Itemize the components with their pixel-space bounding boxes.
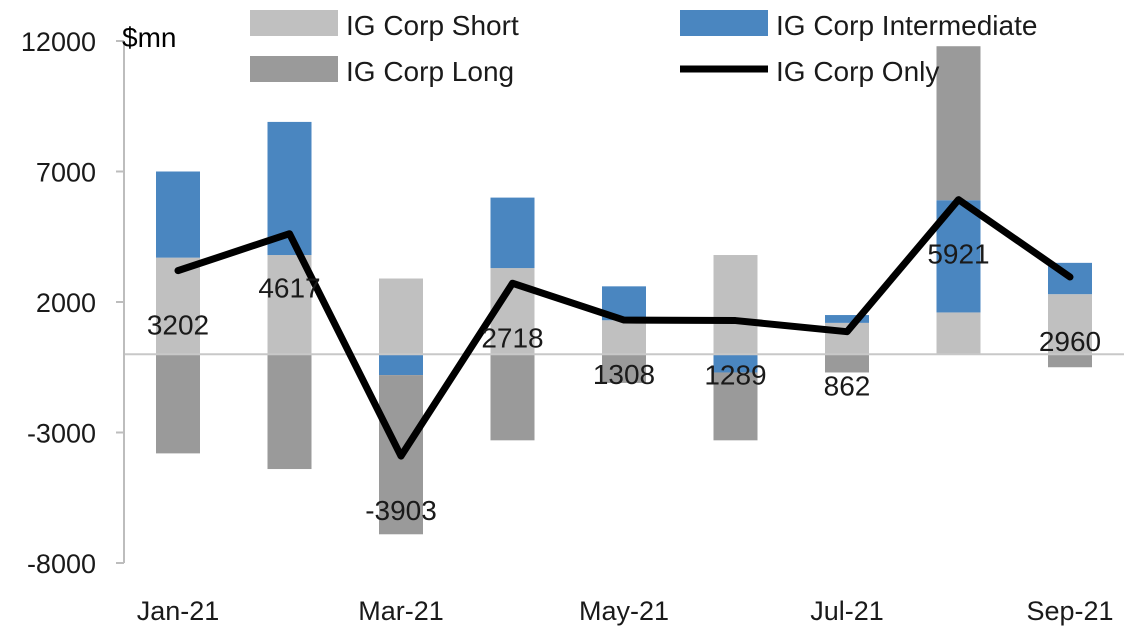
data-label: 5921 xyxy=(927,239,989,270)
bar-ig-corp-short xyxy=(602,320,646,355)
bar-ig-corp-short xyxy=(713,255,758,355)
data-label: 1289 xyxy=(704,360,766,391)
data-label: 862 xyxy=(824,371,871,402)
legend-swatch xyxy=(250,10,338,36)
bar-ig-corp-long xyxy=(267,354,312,470)
data-labels: 3202 4617 -3903 2718 1308 1289 862 5921 2960 xyxy=(147,239,1101,526)
y-tick-label: -8000 xyxy=(27,549,96,579)
bar-ig-corp-long xyxy=(490,354,535,441)
bar-ig-corp-intermediate xyxy=(713,354,758,373)
x-tick-label: Jul-21 xyxy=(810,596,884,626)
y-tick-label: 7000 xyxy=(36,158,96,188)
x-tick-label: Sep-21 xyxy=(1026,596,1113,626)
bar-ig-corp-intermediate xyxy=(379,354,423,376)
data-label: 3202 xyxy=(147,310,209,341)
bar-ig-corp-long xyxy=(825,354,869,373)
bar-ig-corp-long xyxy=(156,354,200,454)
data-label: -3903 xyxy=(365,495,437,526)
y-tick-label: -3000 xyxy=(27,419,96,449)
y-tick-label: 2000 xyxy=(36,288,96,318)
bar-ig-corp-long xyxy=(936,46,981,201)
bar-ig-corp-long xyxy=(1048,354,1092,368)
data-label: 2960 xyxy=(1039,326,1101,357)
legend: IG Corp Short IG Corp Intermediate IG Corp… xyxy=(250,10,1037,87)
legend-label: IG Corp Short xyxy=(346,10,519,41)
line-ig-corp-only xyxy=(174,196,1074,460)
bar-ig-corp-intermediate xyxy=(490,197,535,269)
unit-label: $mn xyxy=(122,22,176,53)
data-label: 4617 xyxy=(258,273,320,304)
y-tick-label: 12000 xyxy=(21,27,96,57)
legend-swatch xyxy=(250,56,338,82)
x-axis-ticks: Jan-21 Mar-21 May-21 Jul-21 Sep-21 xyxy=(137,596,1114,626)
legend-label: IG Corp Long xyxy=(346,56,514,87)
legend-label: IG Corp Only xyxy=(776,56,939,87)
bar-ig-corp-long xyxy=(713,372,758,441)
x-tick-label: May-21 xyxy=(579,596,669,626)
legend-label: IG Corp Intermediate xyxy=(776,10,1037,41)
bar-ig-corp-short xyxy=(267,255,312,355)
legend-swatch xyxy=(680,10,768,36)
x-tick-label: Mar-21 xyxy=(358,596,444,626)
data-label: 2718 xyxy=(481,322,543,353)
bar-ig-corp-short xyxy=(1048,294,1092,355)
bar-ig-corp-short xyxy=(936,312,981,355)
y-axis-ticks: 12000 7000 2000 -3000 -8000 xyxy=(21,27,124,579)
x-tick-label: Jan-21 xyxy=(137,596,220,626)
bar-ig-corp-intermediate xyxy=(825,315,869,323)
bar-ig-corp-short xyxy=(379,278,423,355)
data-label: 1308 xyxy=(593,359,655,390)
bar-ig-corp-long xyxy=(602,354,646,383)
line-layer xyxy=(174,196,1074,460)
bar-ig-corp-intermediate xyxy=(156,171,200,258)
